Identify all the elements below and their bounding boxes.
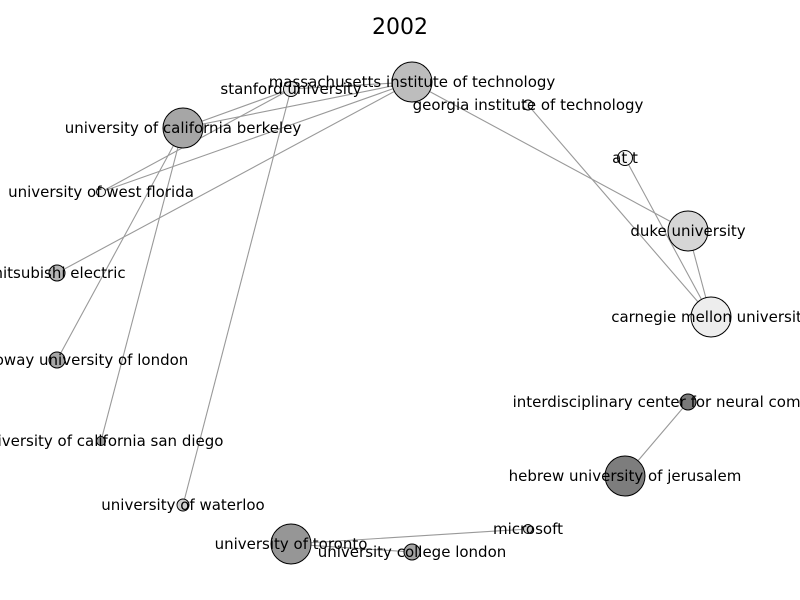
node-label-cmu: carnegie mellon university bbox=[611, 308, 800, 326]
node-toronto bbox=[270, 523, 312, 565]
node-label-icnc: interdisciplinary center for neural comp… bbox=[513, 393, 800, 411]
node-label-georgia: georgia institute of technology bbox=[413, 96, 644, 114]
node-royalholloway bbox=[48, 351, 66, 369]
node-mit bbox=[391, 61, 433, 103]
edge-toronto-microsoft bbox=[290, 528, 529, 545]
edge-mit-duke bbox=[411, 81, 689, 232]
node-georgia bbox=[522, 99, 534, 111]
node-label-royalholloway: royal holloway university of london bbox=[0, 351, 188, 369]
edge-att-cmu bbox=[624, 157, 712, 318]
node-hebrew bbox=[604, 455, 646, 497]
node-label-ucl: university college london bbox=[318, 543, 507, 561]
node-waterloo bbox=[176, 498, 190, 512]
node-label-stanford: stanford university bbox=[220, 80, 361, 98]
node-ucl bbox=[403, 543, 421, 561]
graph-title: 2002 bbox=[372, 15, 428, 40]
node-microsoft bbox=[523, 524, 533, 534]
node-duke bbox=[667, 210, 709, 252]
node-label-toronto: university of toronto bbox=[215, 535, 368, 553]
edge-mit-westflorida bbox=[100, 81, 413, 193]
node-label-att: at t bbox=[612, 149, 638, 167]
node-att bbox=[617, 150, 633, 166]
node-layer bbox=[48, 61, 732, 565]
node-label-hebrew: hebrew university of jerusalem bbox=[509, 467, 742, 485]
edge-stanford-waterloo bbox=[182, 88, 292, 506]
node-label-mit: massachusetts institute of technology bbox=[269, 73, 556, 91]
edge-mit-berkeley bbox=[182, 81, 413, 129]
node-label-westflorida: university of west florida bbox=[8, 183, 194, 201]
node-label-berkeley: university of california berkeley bbox=[65, 119, 302, 137]
node-westflorida bbox=[96, 187, 106, 197]
node-berkeley bbox=[162, 107, 204, 149]
edge-georgia-cmu bbox=[527, 104, 712, 318]
node-ucsd bbox=[96, 436, 106, 446]
node-cmu bbox=[690, 296, 732, 338]
edge-mit-mitsubishi bbox=[56, 81, 413, 274]
node-icnc bbox=[679, 393, 697, 411]
edge-berkeley-royalholloway bbox=[56, 127, 184, 361]
node-label-ucsd: university of california san diego bbox=[0, 432, 223, 450]
node-mitsubishi bbox=[48, 264, 66, 282]
edge-berkeley-ucsd bbox=[100, 127, 184, 442]
node-label-microsoft: microsoft bbox=[493, 520, 563, 538]
node-label-mitsubishi: mitsubishi electric bbox=[0, 264, 126, 282]
node-label-duke: duke university bbox=[630, 222, 745, 240]
node-label-waterloo: university of waterloo bbox=[101, 496, 264, 514]
node-stanford bbox=[283, 81, 299, 97]
label-layer: massachusetts institute of technologysta… bbox=[0, 73, 800, 561]
